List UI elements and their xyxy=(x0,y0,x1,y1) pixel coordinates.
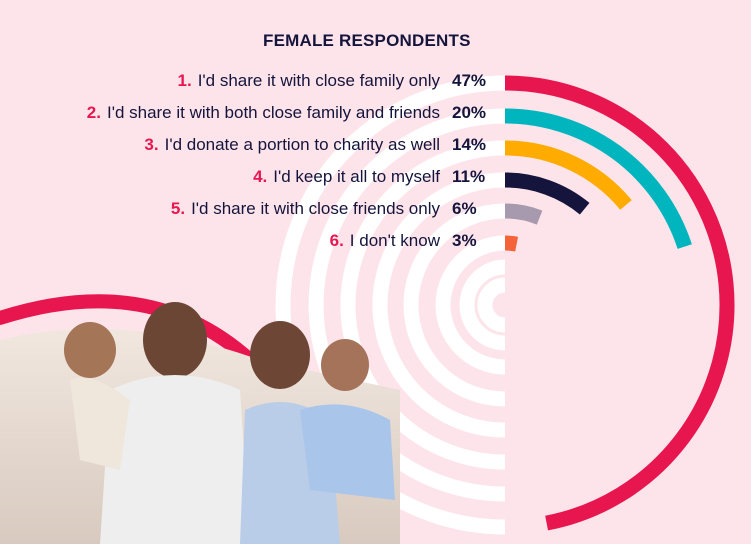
legend-rank: 3. xyxy=(144,135,159,154)
legend-label: I'd keep it all to myself xyxy=(273,167,440,186)
legend-item: 6. I don't know xyxy=(0,229,440,253)
data-label: 20% xyxy=(452,103,487,122)
chart-track xyxy=(403,203,506,407)
data-label: 47% xyxy=(452,71,487,90)
chart-title: FEMALE RESPONDENTS xyxy=(263,31,471,50)
chart-track xyxy=(308,108,506,502)
legend-rank: 1. xyxy=(177,71,192,90)
legend-item: 3. I'd donate a portion to charity as wel… xyxy=(0,133,440,157)
legend-label: I'd donate a portion to charity as well xyxy=(164,135,440,154)
chart-bar xyxy=(504,172,590,215)
chart-track xyxy=(477,277,506,333)
chart-bars xyxy=(504,75,735,531)
legend-item: 1. I'd share it with close family only xyxy=(0,69,440,93)
legend-item: 2. I'd share it with both close family an… xyxy=(0,101,440,125)
data-label: 14% xyxy=(452,135,487,154)
legend-label: I don't know xyxy=(349,231,440,250)
chart-track xyxy=(275,75,506,535)
chart-bar xyxy=(504,203,543,225)
chart-bar xyxy=(504,140,632,210)
legend-item: 4. I'd keep it all to myself xyxy=(0,165,440,189)
decor-arc xyxy=(0,294,257,367)
chart-tracks xyxy=(275,75,506,535)
chart-track xyxy=(435,235,506,375)
legend-rank: 5. xyxy=(170,199,186,218)
chart-track xyxy=(459,259,506,351)
data-label: 6% xyxy=(452,199,477,218)
chart-bar xyxy=(504,235,519,252)
chart-bar xyxy=(504,75,735,531)
legend-label: I'd share it with close friends only xyxy=(191,199,440,218)
legend-label: I'd share it with close family only xyxy=(197,71,440,90)
chart-track xyxy=(372,172,506,438)
chart-track xyxy=(340,140,506,470)
legend-rank: 2. xyxy=(86,103,101,122)
data-label: 11% xyxy=(452,167,486,186)
family-photo xyxy=(0,302,400,544)
legend-label: I'd share it with both close family and … xyxy=(106,103,440,122)
legend-rank: 4. xyxy=(253,167,268,186)
legend-rank: 6. xyxy=(329,231,344,250)
legend-item: 5. I'd share it with close friends only xyxy=(0,197,440,221)
chart-bar xyxy=(504,108,692,249)
data-label: 3% xyxy=(452,231,477,250)
